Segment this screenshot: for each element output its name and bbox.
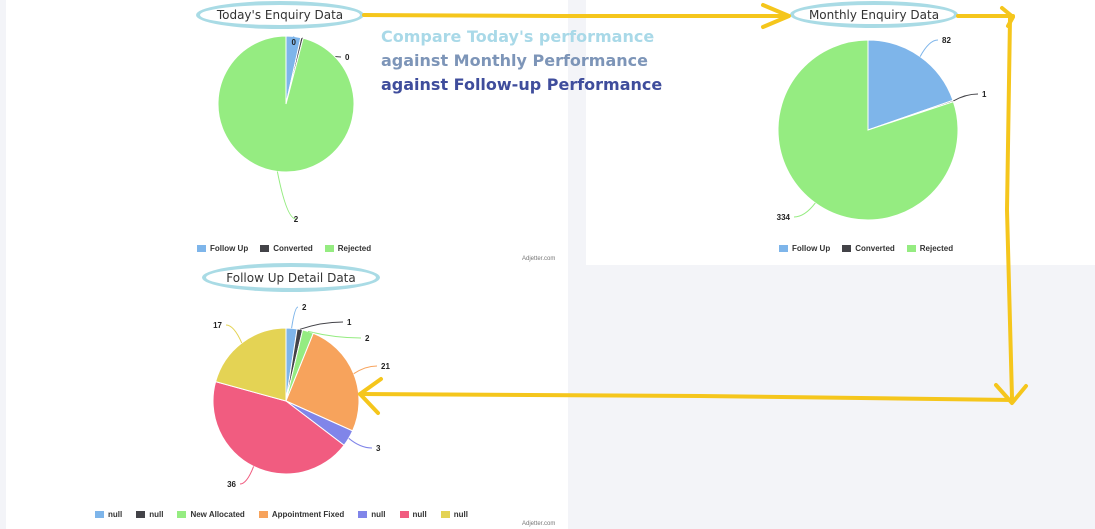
monthly-title-text: Monthly Enquiry Data: [808, 7, 940, 22]
legend-label: Follow Up: [792, 244, 831, 253]
label-connector: [299, 321, 344, 330]
highlight-ellipse: [790, 1, 958, 28]
legend-label: null: [412, 510, 427, 519]
arrowhead-left: [358, 377, 383, 415]
legend-item[interactable]: null: [136, 510, 163, 519]
legend-swatch: [95, 511, 104, 518]
label-connector: [276, 171, 297, 220]
monthly-pie-chart: 82 1 334: [777, 36, 987, 222]
legend-label: New Allocated: [190, 510, 245, 519]
label-connector: [307, 330, 362, 339]
data-label: 17: [213, 321, 222, 330]
legend-label: null: [371, 510, 386, 519]
highlight-ellipse: [202, 263, 380, 292]
legend-item[interactable]: null: [399, 510, 427, 519]
legend-swatch: [324, 245, 334, 252]
monthly-title: Monthly Enquiry Data: [790, 1, 958, 28]
label-connector: [225, 324, 243, 344]
label-connector: [353, 365, 378, 375]
legend-swatch: [258, 511, 268, 518]
label-connector: [348, 437, 373, 449]
data-label: 3: [376, 444, 381, 453]
legend-swatch: [779, 245, 788, 252]
data-label: 2: [365, 334, 370, 343]
label-connector: [291, 306, 299, 329]
legend-item[interactable]: Follow Up: [197, 244, 248, 253]
data-label: 2: [302, 303, 307, 312]
data-label: 0: [345, 53, 350, 62]
legend-swatch: [358, 511, 368, 518]
legend-item[interactable]: Rejected: [906, 244, 954, 253]
data-label: 2: [294, 215, 299, 224]
label-connector: [952, 93, 979, 102]
legend-label: null: [108, 510, 123, 519]
legend-label: Follow Up: [210, 244, 249, 253]
left-gutter: [0, 0, 6, 529]
note-line-2: against Monthly Performance: [381, 51, 648, 70]
data-label: 1: [982, 90, 987, 99]
legend-swatch: [177, 511, 187, 518]
credit-text: Adjetter.com: [522, 521, 556, 527]
arrow-down: [1005, 16, 1014, 400]
arrow-to-followup: [358, 392, 1014, 402]
legend-label: Appointment Fixed: [271, 510, 345, 519]
legend-label: null: [453, 510, 468, 519]
data-label: 36: [227, 480, 236, 489]
data-label: 82: [942, 36, 951, 45]
note-line-3: against Follow-up Performance: [381, 75, 663, 94]
legend-item[interactable]: Converted: [260, 244, 313, 253]
legend-swatch: [399, 511, 409, 518]
data-label: 21: [381, 362, 390, 371]
legend-item[interactable]: Follow Up: [779, 244, 830, 253]
legend-label: Rejected: [337, 244, 372, 253]
pie-slice[interactable]: [285, 332, 360, 432]
legend-item[interactable]: Appointment Fixed: [258, 510, 345, 519]
followup-title-text: Follow Up Detail Data: [226, 270, 356, 285]
arrow-today-to-monthly: [362, 13, 790, 18]
legend-swatch: [842, 245, 852, 252]
legend-label: null: [149, 510, 164, 519]
legend-item[interactable]: Converted: [842, 244, 895, 253]
legend-item[interactable]: null: [358, 510, 386, 519]
data-label: 0: [292, 38, 297, 47]
arrowhead-right: [761, 3, 791, 29]
legend-label: Converted: [273, 244, 313, 253]
followup-title: Follow Up Detail Data: [202, 263, 380, 292]
legend-item[interactable]: Rejected: [324, 244, 372, 253]
today-legend: Follow Up Converted Rejected: [197, 244, 371, 253]
today-title-text: Today's Enquiry Data: [216, 8, 344, 22]
pie-slice[interactable]: [777, 39, 959, 221]
credit-text: Adjetter.com: [522, 256, 556, 262]
legend-swatch: [136, 511, 146, 518]
legend-item[interactable]: null: [95, 510, 122, 519]
legend-item[interactable]: null: [440, 510, 468, 519]
label-connector: [239, 466, 255, 485]
legend-swatch: [260, 245, 270, 252]
arrowhead-down: [994, 383, 1028, 405]
label-connector: [919, 39, 939, 57]
legend-label: Rejected: [919, 244, 954, 253]
today-pie-chart: 0 0 2: [217, 35, 355, 224]
data-label: 1: [347, 318, 352, 327]
legend-swatch: [197, 245, 206, 252]
note-line-1: Compare Today's performance: [381, 27, 655, 46]
legend-swatch: [440, 511, 450, 518]
legend-item[interactable]: New Allocated: [177, 510, 245, 519]
followup-legend: null null New Allocated Appointment Fixed nu…: [95, 510, 468, 519]
legend-label: Converted: [855, 244, 895, 253]
data-label: 334: [777, 213, 791, 222]
pie-slice[interactable]: [212, 381, 345, 475]
legend-swatch: [906, 245, 916, 252]
monthly-legend: Follow Up Converted Rejected: [779, 244, 953, 253]
label-connector: [793, 202, 816, 218]
